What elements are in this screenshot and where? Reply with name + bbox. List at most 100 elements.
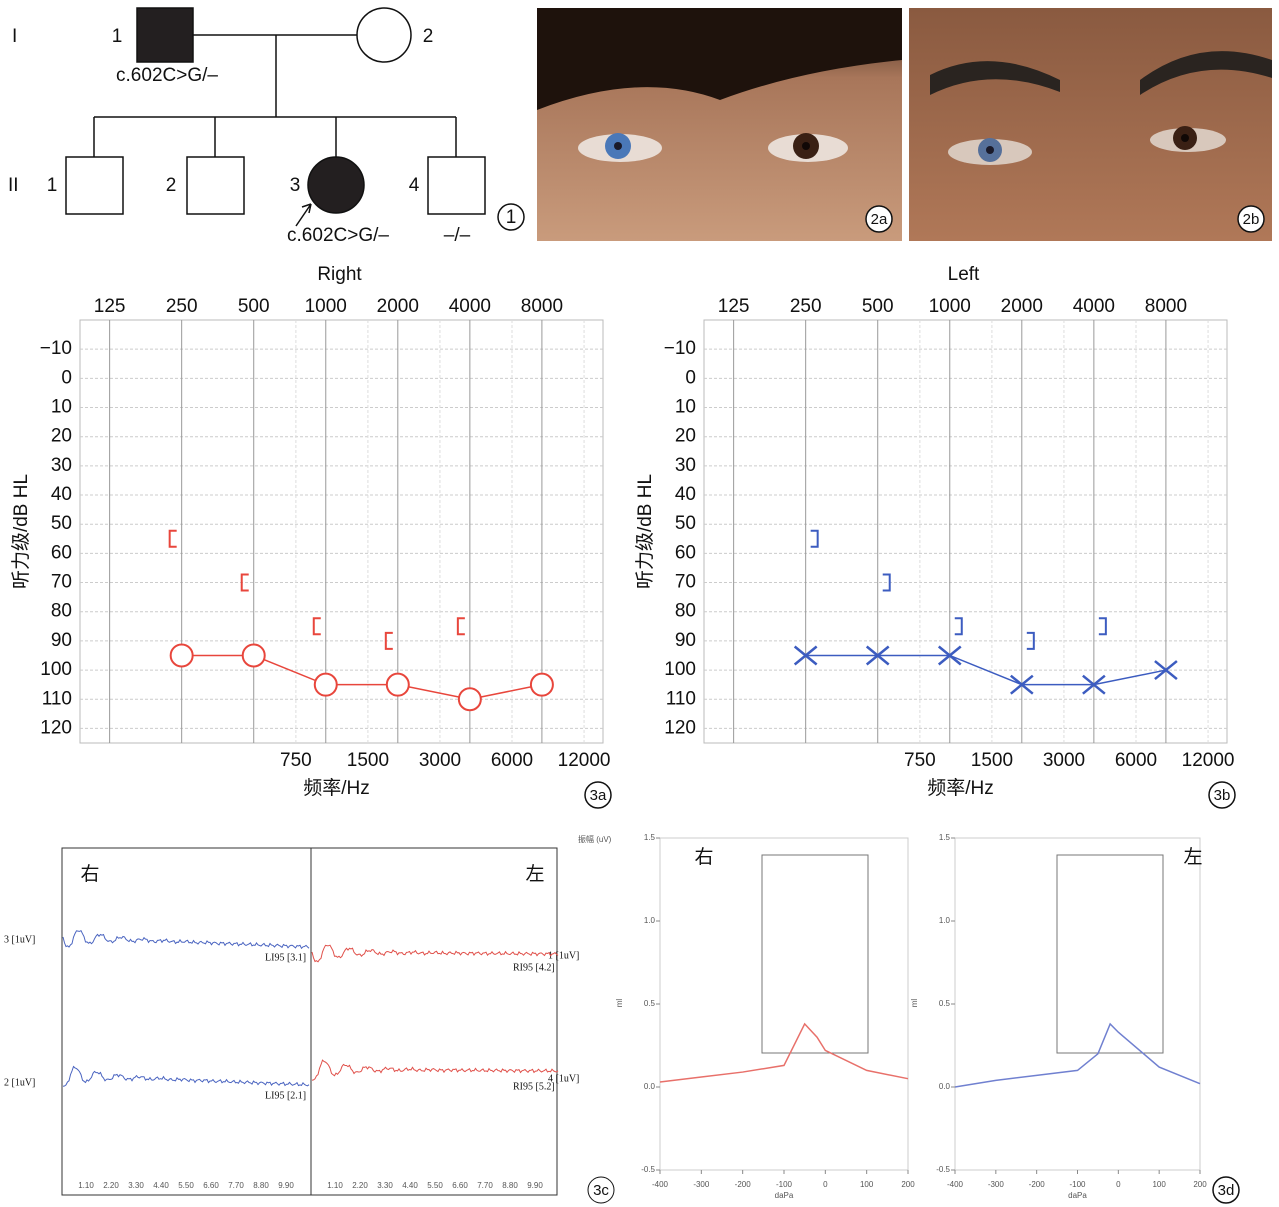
- x-tick-label: 1500: [971, 750, 1013, 771]
- waveform: [63, 1067, 309, 1087]
- x-tick-label: 1.10: [327, 1181, 343, 1190]
- y-tick-label: 70: [51, 572, 72, 593]
- x-tick-label: 100: [1152, 1180, 1166, 1189]
- x-tick-label: 0: [1116, 1180, 1121, 1189]
- y-tick-label: −10: [40, 338, 72, 359]
- marker: [955, 618, 962, 634]
- x-tick-label: 1500: [347, 750, 389, 771]
- corner-label: 右: [694, 846, 713, 868]
- y-tick-label: 100: [40, 659, 72, 680]
- genotype: c.602C>G/–: [116, 65, 218, 86]
- x-tick-label: 2000: [1001, 296, 1043, 317]
- generation: II: [8, 175, 19, 196]
- y-tick-label: 30: [51, 455, 72, 476]
- y-tick-label: 50: [675, 513, 696, 534]
- x-tick-label: 250: [790, 296, 822, 317]
- x-tick-label: 3.30: [377, 1181, 393, 1190]
- figure: I II 1 2 1 2 3 4 c.602C>G/– c.602C>G/– –…: [0, 0, 1279, 1207]
- marker: [1099, 618, 1106, 634]
- photo: [537, 8, 902, 241]
- panel-label: 1: [506, 207, 517, 228]
- marker: [243, 644, 265, 666]
- x-tick-label: 200: [1193, 1180, 1207, 1189]
- x-tick-label: -200: [1029, 1180, 1046, 1189]
- trace-label: 2 [1uV]: [4, 1077, 35, 1088]
- y-tick-label: 40: [675, 484, 696, 505]
- x-tick-label: 6000: [491, 750, 533, 771]
- x-tick-label: 3000: [419, 750, 461, 771]
- chart-title: Right: [317, 264, 362, 285]
- photo: [909, 8, 1272, 241]
- y-tick-label: 110: [666, 688, 696, 709]
- affected-female: [308, 157, 364, 213]
- x-tick-label: 125: [94, 296, 126, 317]
- trace-marker: RI95 [4.2]: [513, 962, 555, 973]
- x-tick-label: 0: [823, 1180, 828, 1189]
- panel-label: 3b: [1214, 787, 1231, 804]
- waveform: [63, 931, 309, 949]
- female: [357, 8, 411, 62]
- waveform: [312, 945, 558, 962]
- y-tick-label: −10: [664, 338, 696, 359]
- trace-label: 3 [1uV]: [4, 934, 35, 945]
- x-tick-label: 125: [718, 296, 750, 317]
- marker: [811, 531, 818, 547]
- x-axis-label: 频率/Hz: [927, 777, 994, 799]
- y-tick-label: 0: [61, 367, 72, 388]
- y-axis-label: ml: [615, 999, 624, 1008]
- x-tick-label: 4000: [449, 296, 491, 317]
- proband-arrow: [296, 204, 311, 226]
- generation: I: [12, 26, 17, 47]
- x-tick-label: 12000: [1182, 750, 1235, 771]
- y-tick-label: -0.5: [936, 1165, 950, 1174]
- y-tick-label: 50: [51, 513, 72, 534]
- y-axis-label: ml: [910, 999, 919, 1008]
- x-tick-label: 9.90: [527, 1181, 543, 1190]
- y-tick-label: 10: [51, 397, 72, 418]
- x-tick-label: 6.60: [203, 1181, 219, 1190]
- x-tick-label: 7.70: [228, 1181, 244, 1190]
- x-tick-label: 3.30: [128, 1181, 144, 1190]
- series-line: [182, 655, 542, 699]
- x-tick-label: 500: [238, 296, 270, 317]
- x-tick-label: 250: [166, 296, 198, 317]
- unit-label: 振幅 (uV): [578, 834, 612, 844]
- y-tick-label: 100: [664, 659, 696, 680]
- y-tick-label: 1.0: [644, 916, 656, 925]
- marker: [170, 531, 177, 547]
- y-tick-label: 90: [675, 630, 696, 651]
- y-tick-label: 1.0: [939, 916, 951, 925]
- x-tick-label: 1000: [929, 296, 971, 317]
- x-tick-label: 6.60: [452, 1181, 468, 1190]
- x-axis-label: daPa: [775, 1191, 794, 1200]
- y-tick-label: 0.0: [939, 1082, 951, 1091]
- x-tick-label: 8000: [521, 296, 563, 317]
- y-tick-label: 60: [51, 542, 72, 563]
- panel-label: 3d: [1218, 1182, 1235, 1199]
- y-tick-label: 30: [675, 455, 696, 476]
- individual: 2: [166, 175, 177, 196]
- plot-frame: [704, 320, 1227, 743]
- marker: [314, 618, 321, 634]
- x-tick-label: 6000: [1115, 750, 1157, 771]
- trace-marker: LI95 [3.1]: [265, 952, 306, 963]
- individual: 4: [409, 175, 420, 196]
- marker: [387, 674, 409, 696]
- x-tick-label: 200: [901, 1180, 915, 1189]
- trace-marker: RI95 [5.2]: [513, 1081, 555, 1092]
- x-tick-label: -400: [947, 1180, 964, 1189]
- y-axis-label: 听力级/dB HL: [634, 474, 656, 589]
- x-tick-label: 4.40: [402, 1181, 418, 1190]
- y-tick-label: 80: [675, 601, 696, 622]
- plot-frame: [80, 320, 603, 743]
- x-tick-label: 4000: [1073, 296, 1115, 317]
- y-tick-label: 120: [40, 717, 72, 738]
- corner-label: 左: [1183, 846, 1202, 868]
- x-tick-label: 12000: [558, 750, 611, 771]
- y-tick-label: 1.5: [939, 833, 951, 842]
- marker: [531, 674, 553, 696]
- x-tick-label: -300: [693, 1180, 710, 1189]
- y-tick-label: 0.5: [939, 999, 951, 1008]
- x-tick-label: 2.20: [103, 1181, 119, 1190]
- x-tick-label: 2.20: [352, 1181, 368, 1190]
